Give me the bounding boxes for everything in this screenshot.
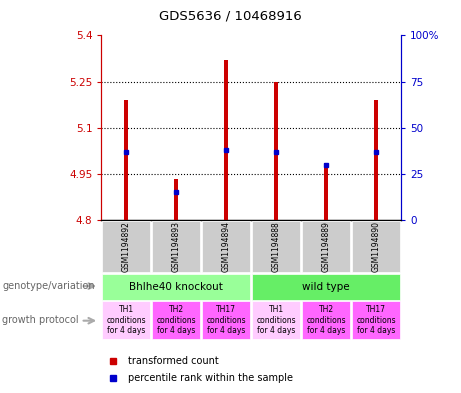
Bar [302,301,350,339]
Text: GSM1194888: GSM1194888 [272,221,281,272]
Bar [274,82,278,220]
Text: TH17
conditions
for 4 days: TH17 conditions for 4 days [356,305,396,335]
Text: GSM1194892: GSM1194892 [122,221,131,272]
Text: TH2
conditions
for 4 days: TH2 conditions for 4 days [157,305,196,335]
Bar [102,221,150,272]
Bar [152,221,200,272]
Text: GDS5636 / 10468916: GDS5636 / 10468916 [159,10,302,23]
Text: percentile rank within the sample: percentile rank within the sample [128,373,293,383]
Text: wild type: wild type [302,282,350,292]
Bar [124,100,128,220]
Bar [102,274,250,299]
Bar [352,221,400,272]
Text: TH1
conditions
for 4 days: TH1 conditions for 4 days [106,305,146,335]
Bar [202,221,250,272]
Bar [174,178,178,220]
Text: GSM1194889: GSM1194889 [322,221,331,272]
Text: growth protocol: growth protocol [2,315,79,325]
Text: TH17
conditions
for 4 days: TH17 conditions for 4 days [207,305,246,335]
Bar [224,60,228,220]
Bar [252,274,400,299]
Text: TH2
conditions
for 4 days: TH2 conditions for 4 days [307,305,346,335]
Bar [252,301,300,339]
Bar [302,221,350,272]
Text: Bhlhe40 knockout: Bhlhe40 knockout [130,282,223,292]
Text: GSM1194894: GSM1194894 [222,221,231,272]
Text: transformed count: transformed count [128,356,219,366]
Text: genotype/variation: genotype/variation [2,281,95,291]
Bar [352,301,400,339]
Text: GSM1194893: GSM1194893 [172,221,181,272]
Bar [102,301,150,339]
Bar [202,301,250,339]
Text: GSM1194890: GSM1194890 [372,221,381,272]
Bar [252,221,300,272]
Bar [324,163,328,220]
Bar [152,301,200,339]
Bar [374,100,378,220]
Text: TH1
conditions
for 4 days: TH1 conditions for 4 days [256,305,296,335]
